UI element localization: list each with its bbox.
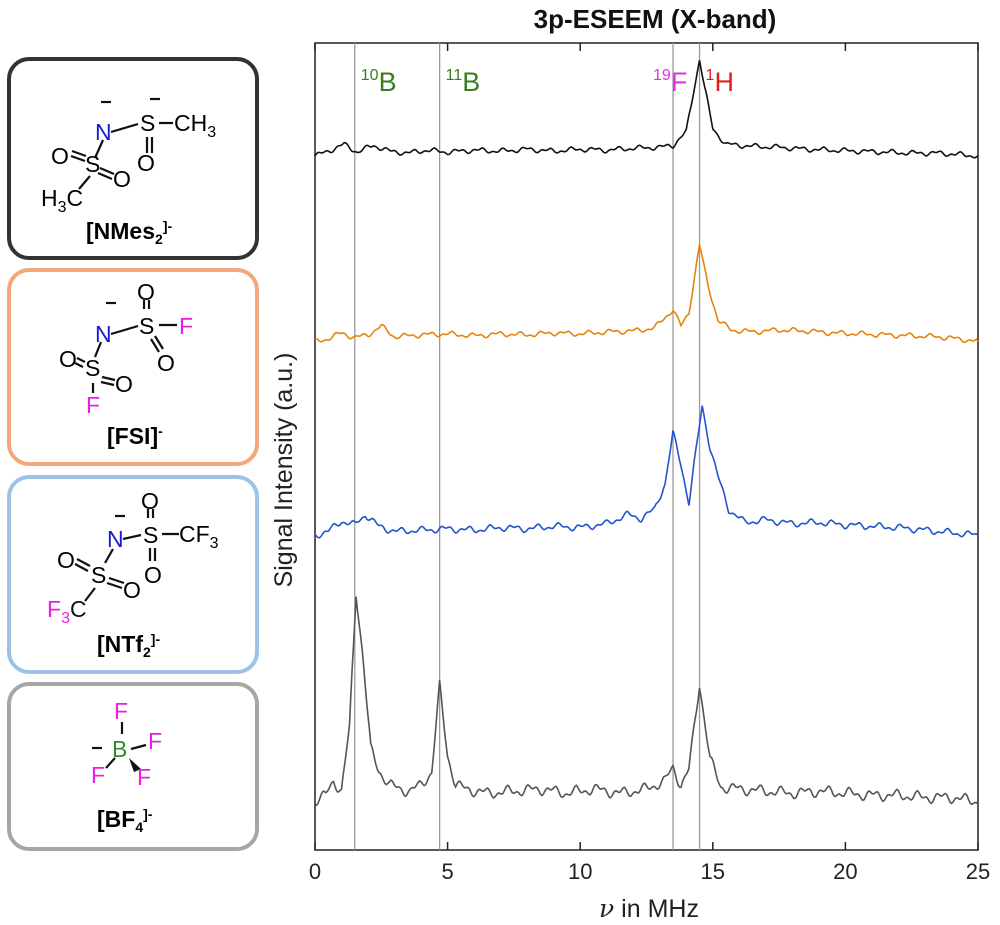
eseem-chart: 3p-ESEEM (X-band) Signal Intensity (a.u.… (270, 4, 990, 923)
atom-o: O (157, 350, 175, 376)
atom-o: O (144, 562, 162, 588)
atom-s: S (139, 313, 154, 339)
x-tick-label: 0 (309, 859, 321, 884)
x-tick-label: 25 (966, 859, 990, 884)
plot-frame (314, 42, 979, 851)
anion-label: [BF4]- (97, 806, 153, 835)
x-tick-label: 20 (833, 859, 857, 884)
nucleus-label: 19F (653, 67, 687, 97)
atom-f: F (148, 728, 162, 754)
fsi-structure: N S S O O O O F F [FSI]- (59, 279, 193, 449)
atom-s: S (140, 110, 155, 136)
y-axis-label: Signal Intensity (a.u.) (270, 353, 298, 588)
atom-s: S (85, 355, 100, 381)
plot-area: 10B 11B 19F 1H 0 5 10 15 20 25 (309, 42, 990, 884)
spectrum-series-2 (314, 405, 979, 539)
atom-s: S (143, 522, 158, 548)
bf4-structure: F B F F F [BF4]- (91, 698, 162, 835)
ntf2-structure: N S S O O O O CF3 F3C [NTf2]- (47, 488, 219, 660)
atom-s: S (85, 151, 100, 177)
atom-o: O (113, 166, 131, 192)
atom-o: O (57, 547, 75, 573)
atom-f: F (179, 313, 193, 339)
x-tick-label: 5 (441, 859, 453, 884)
atom-b: B (112, 736, 127, 762)
trifluoromethyl-group: CF3 (179, 521, 219, 552)
trifluoromethyl-group: F3C (47, 596, 87, 627)
molecule-box-ntf2: N S S O O O O CF3 F3C [NTf2]- (7, 475, 259, 674)
atom-s: S (91, 562, 106, 588)
atom-o: O (123, 577, 141, 603)
atom-o: O (51, 143, 69, 169)
atom-o: O (137, 279, 155, 305)
methyl-group: H3C (41, 185, 83, 216)
molecule-box-fsi: N S S O O O O F F [FSI]- (7, 268, 259, 466)
methyl-group: CH3 (174, 110, 216, 141)
atom-o: O (141, 488, 159, 514)
atom-n: N (95, 119, 112, 145)
anion-label: [FSI]- (107, 423, 163, 449)
atom-f: F (86, 392, 100, 418)
x-axis-label: ν in MHz (599, 894, 699, 923)
x-tick-label: 15 (701, 859, 725, 884)
x-tick-label: 10 (568, 859, 592, 884)
wedge-bond (129, 758, 141, 772)
nucleus-label: 11B (446, 67, 481, 97)
atom-o: O (137, 150, 155, 176)
spectrum-series-3 (314, 596, 979, 807)
molecule-box-nmes2: N S S O O O CH3 H3C [NMes2]- (7, 57, 259, 260)
nmes2-structure: N S S O O O CH3 H3C [NMes2]- (41, 97, 216, 247)
spectrum-series-0 (314, 60, 979, 159)
atom-o: O (59, 346, 77, 372)
atom-n: N (95, 321, 112, 347)
chart-title: 3p-ESEEM (X-band) (534, 4, 777, 34)
nucleus-label: 10B (361, 67, 397, 97)
atom-f: F (91, 762, 105, 788)
atom-o: O (115, 371, 133, 397)
atom-n: N (107, 526, 124, 552)
atom-f: F (114, 698, 128, 724)
spectrum-series-1 (314, 244, 979, 344)
nucleus-label: 1H (706, 67, 734, 97)
molecule-box-bf4: F B F F F [BF4]- (7, 682, 259, 851)
anion-label: [NMes2]- (86, 218, 172, 247)
atom-f: F (137, 764, 151, 790)
anion-label: [NTf2]- (97, 631, 160, 660)
